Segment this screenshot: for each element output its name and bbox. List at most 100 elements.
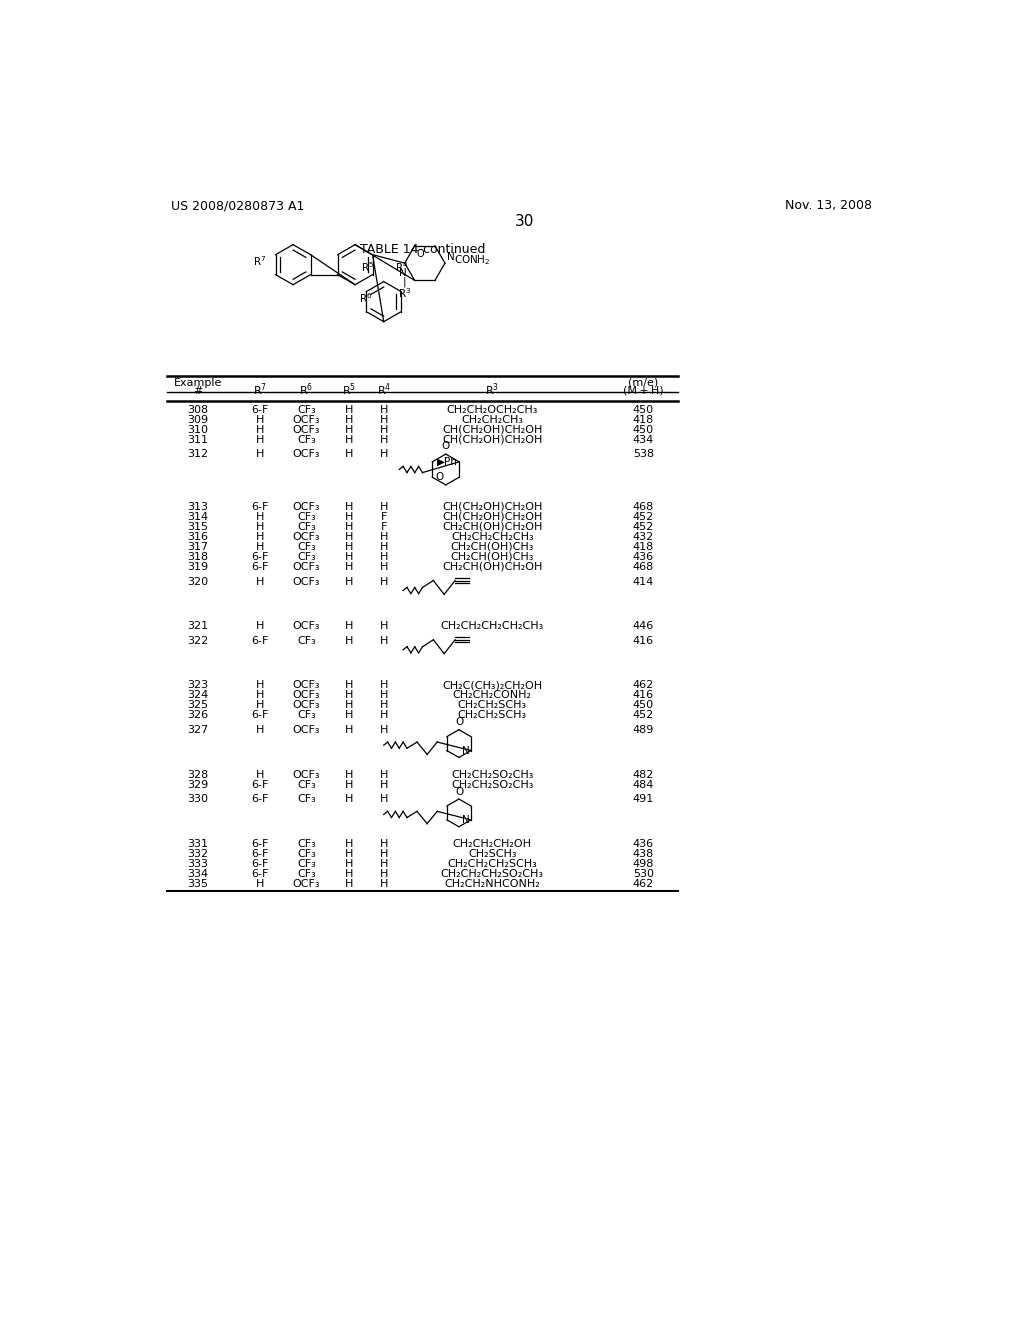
Text: OCF₃: OCF₃ <box>293 770 319 780</box>
Text: 333: 333 <box>187 859 208 869</box>
Text: 30: 30 <box>515 214 535 228</box>
Text: H: H <box>256 532 264 541</box>
Text: CF₃: CF₃ <box>297 552 315 562</box>
Text: H: H <box>380 840 388 849</box>
Text: H: H <box>256 414 264 425</box>
Text: 416: 416 <box>633 636 654 645</box>
Text: CONH$_2$: CONH$_2$ <box>455 253 490 267</box>
Text: CH₂C(CH₃)₂CH₂OH: CH₂C(CH₃)₂CH₂OH <box>442 681 543 690</box>
Text: O: O <box>441 441 450 451</box>
Text: CH₂CH₂CH₂SO₂CH₃: CH₂CH₂CH₂SO₂CH₃ <box>440 869 544 879</box>
Text: R$^6$: R$^6$ <box>359 290 373 305</box>
Text: US 2008/0280873 A1: US 2008/0280873 A1 <box>171 199 304 213</box>
Text: CF₃: CF₃ <box>297 869 315 879</box>
Text: H: H <box>256 690 264 701</box>
Text: 313: 313 <box>187 502 208 512</box>
Text: |: | <box>402 277 407 288</box>
Text: O: O <box>456 787 464 797</box>
Text: CH(CH₂OH)CH₂OH: CH(CH₂OH)CH₂OH <box>442 434 543 445</box>
Text: CF₃: CF₃ <box>297 780 315 789</box>
Text: CH₂CH₂CH₃: CH₂CH₂CH₃ <box>461 414 523 425</box>
Text: TABLE 14-continued: TABLE 14-continued <box>359 243 485 256</box>
Text: 6-F: 6-F <box>251 859 268 869</box>
Text: H: H <box>345 622 353 631</box>
Text: H: H <box>345 869 353 879</box>
Text: 450: 450 <box>633 405 654 414</box>
Text: H: H <box>345 512 353 521</box>
Text: 6-F: 6-F <box>251 552 268 562</box>
Text: CH₂CH(OH)CH₃: CH₂CH(OH)CH₃ <box>451 543 534 552</box>
Text: 317: 317 <box>187 543 208 552</box>
Text: 482: 482 <box>633 770 654 780</box>
Text: N: N <box>462 746 469 755</box>
Text: H: H <box>345 521 353 532</box>
Text: H: H <box>380 502 388 512</box>
Text: H: H <box>345 405 353 414</box>
Text: H: H <box>380 681 388 690</box>
Text: CH₂CH₂NHCONH₂: CH₂CH₂NHCONH₂ <box>444 879 540 890</box>
Text: H: H <box>380 562 388 572</box>
Text: OCF₃: OCF₃ <box>293 701 319 710</box>
Text: 324: 324 <box>187 690 208 701</box>
Text: CH₂CH₂CONH₂: CH₂CH₂CONH₂ <box>453 690 531 701</box>
Text: CH₂CH₂CH₂OH: CH₂CH₂CH₂OH <box>453 840 531 849</box>
Text: R$^7$: R$^7$ <box>253 253 266 268</box>
Text: 6-F: 6-F <box>251 840 268 849</box>
Text: H: H <box>380 434 388 445</box>
Text: OCF₃: OCF₃ <box>293 725 319 735</box>
Text: 434: 434 <box>633 434 654 445</box>
Text: H: H <box>380 869 388 879</box>
Text: H: H <box>345 449 353 459</box>
Text: 462: 462 <box>633 879 654 890</box>
Text: CH₂CH(OH)CH₂OH: CH₂CH(OH)CH₂OH <box>442 521 543 532</box>
Text: H: H <box>256 622 264 631</box>
Text: R$^5$: R$^5$ <box>361 260 375 275</box>
Text: 6-F: 6-F <box>251 502 268 512</box>
Text: 320: 320 <box>187 577 208 586</box>
Text: 327: 327 <box>187 725 208 735</box>
Text: OCF₃: OCF₃ <box>293 690 319 701</box>
Text: H: H <box>380 449 388 459</box>
Text: 450: 450 <box>633 701 654 710</box>
Text: 6-F: 6-F <box>251 636 268 645</box>
Text: CH₂CH₂SCH₃: CH₂CH₂SCH₃ <box>458 710 526 721</box>
Text: CF₃: CF₃ <box>297 512 315 521</box>
Text: N: N <box>462 814 469 825</box>
Text: CH₂CH₂CH₂CH₃: CH₂CH₂CH₂CH₃ <box>451 532 534 541</box>
Text: 315: 315 <box>187 521 208 532</box>
Text: 323: 323 <box>187 681 208 690</box>
Text: H: H <box>345 770 353 780</box>
Text: OCF₃: OCF₃ <box>293 532 319 541</box>
Text: R$^4$: R$^4$ <box>394 260 409 275</box>
Text: CF₃: CF₃ <box>297 636 315 645</box>
Text: O: O <box>456 718 464 727</box>
Text: H: H <box>256 725 264 735</box>
Text: H: H <box>380 577 388 586</box>
Text: OCF₃: OCF₃ <box>293 425 319 434</box>
Text: H: H <box>380 725 388 735</box>
Text: 6-F: 6-F <box>251 710 268 721</box>
Text: 489: 489 <box>633 725 654 735</box>
Text: H: H <box>256 577 264 586</box>
Text: H: H <box>345 701 353 710</box>
Text: CH₂SCH₃: CH₂SCH₃ <box>468 849 516 859</box>
Text: H: H <box>345 532 353 541</box>
Text: CH₂CH₂OCH₂CH₃: CH₂CH₂OCH₂CH₃ <box>446 405 538 414</box>
Text: 436: 436 <box>633 840 654 849</box>
Text: 418: 418 <box>633 543 654 552</box>
Text: OCF₃: OCF₃ <box>293 577 319 586</box>
Text: CH(CH₂OH)CH₂OH: CH(CH₂OH)CH₂OH <box>442 425 543 434</box>
Text: CF₃: CF₃ <box>297 859 315 869</box>
Text: 309: 309 <box>187 414 208 425</box>
Text: H: H <box>380 770 388 780</box>
Text: CH₂CH₂CH₂SCH₃: CH₂CH₂CH₂SCH₃ <box>447 859 538 869</box>
Text: 452: 452 <box>633 710 654 721</box>
Text: 335: 335 <box>187 879 208 890</box>
Text: R$^4$: R$^4$ <box>377 381 391 397</box>
Text: OCF₃: OCF₃ <box>293 681 319 690</box>
Text: 328: 328 <box>187 770 208 780</box>
Text: H: H <box>345 690 353 701</box>
Text: 491: 491 <box>633 795 654 804</box>
Text: 446: 446 <box>633 622 654 631</box>
Text: Nov. 13, 2008: Nov. 13, 2008 <box>785 199 872 213</box>
